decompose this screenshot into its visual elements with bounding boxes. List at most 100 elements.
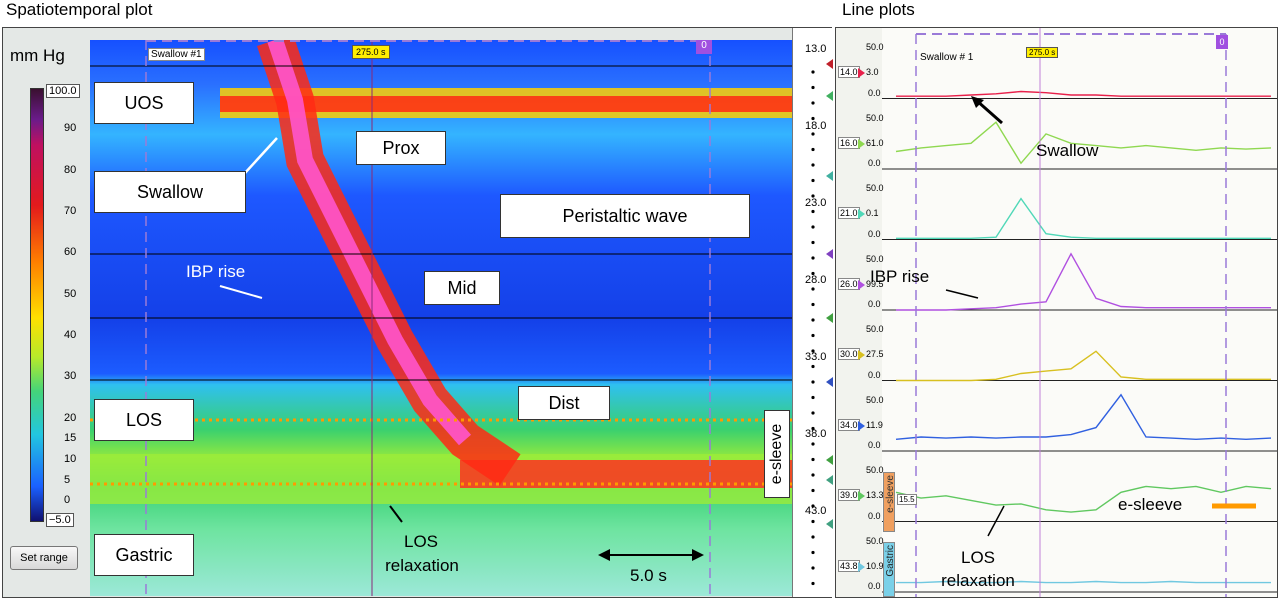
depth-dots <box>811 70 815 586</box>
depth-marker[interactable] <box>826 59 833 69</box>
depth-marker[interactable] <box>826 171 833 181</box>
depth-dot <box>811 271 815 276</box>
depth-dot <box>811 240 815 245</box>
depth-dot <box>811 101 815 105</box>
depth-marker[interactable] <box>826 91 833 101</box>
channel-series[interactable] <box>896 580 1271 584</box>
depth-marker[interactable] <box>826 377 833 387</box>
depth-dot <box>811 550 815 555</box>
colorbar-tick: 90 <box>64 122 77 135</box>
depth-dot <box>811 473 815 477</box>
channel-series[interactable] <box>896 197 1271 240</box>
lp-event-box[interactable]: 0 <box>1216 35 1228 49</box>
colorbar-min-label[interactable]: −5.0 <box>46 513 74 527</box>
lp-esleeve-legend: e-sleeve <box>1118 495 1183 514</box>
depth-label: 43.0 <box>805 505 827 517</box>
esleeve-label: e-sleeve <box>764 410 790 498</box>
lp-swallow-arrow-head <box>971 96 984 108</box>
depth-label: 33.0 <box>805 351 827 363</box>
depth-marker[interactable] <box>826 249 833 259</box>
dist-label: Dist <box>518 386 610 420</box>
depth-label: 38.0 <box>805 428 827 440</box>
channel-value: 10.9 <box>866 560 884 571</box>
depth-dot <box>811 70 815 74</box>
scale-bar-left-head <box>598 549 610 561</box>
depth-dot <box>811 519 815 524</box>
depth-dot <box>811 442 815 446</box>
channel-value: 0.1 <box>866 208 879 218</box>
channel-color-marker <box>858 350 865 360</box>
ibp-label: IBP rise <box>186 262 246 281</box>
channel-color-marker <box>858 138 865 149</box>
lp-time-marker[interactable]: 275.0 s <box>1026 47 1059 58</box>
channel-scale-top: 50.0 <box>866 42 884 52</box>
channel-value: 13.3 <box>866 490 884 500</box>
lineplots-bg <box>882 28 1277 597</box>
lp-los-label-2: relaxation <box>941 571 1015 590</box>
peristaltic-wave-core <box>267 40 472 446</box>
depth-label: 18.0 <box>805 120 827 132</box>
lineplots[interactable]: Swallow # 1 275.0 s 0 50.0 0.0 14.0 3.0 50.0… <box>836 28 1277 597</box>
swallow-marker[interactable]: Swallow #1 <box>148 48 205 61</box>
channel-series[interactable] <box>895 485 1272 513</box>
depth-dot <box>811 225 815 229</box>
heatmap-svg <box>90 40 792 596</box>
depth-dot <box>811 287 815 291</box>
depth-dot <box>811 457 815 462</box>
peristaltic-label: Peristaltic wave <box>500 194 750 238</box>
channel-series[interactable] <box>896 350 1271 382</box>
channel-depth: 16.0 <box>838 136 860 149</box>
depth-label: 13.0 <box>805 43 827 55</box>
swallow-label: Swallow <box>94 171 246 213</box>
depth-dot <box>811 256 815 260</box>
colorbar-max-label[interactable]: 100.0 <box>46 84 80 98</box>
lp-los-label-1: LOS <box>960 548 996 567</box>
depth-label: 28.0 <box>805 274 827 286</box>
colorbar[interactable] <box>30 88 44 522</box>
channel-color-marker <box>858 209 865 219</box>
time-marker[interactable]: 275.0 s <box>352 45 390 59</box>
channel-scale-bottom: 0.0 <box>868 510 881 521</box>
lp-ibp-arrow <box>945 289 979 299</box>
depth-dot <box>811 147 815 152</box>
lp-swallow-marker[interactable]: Swallow # 1 <box>920 52 974 63</box>
los-label: LOS <box>94 399 194 441</box>
channel-series[interactable] <box>895 121 1272 165</box>
colorbar-tick: 40 <box>64 329 77 341</box>
channel-series[interactable] <box>896 252 1271 311</box>
depth-svg <box>811 59 833 586</box>
colorbar-tick: 15 <box>64 432 77 445</box>
depth-marker[interactable] <box>826 313 833 323</box>
channel-scale-bottom: 0.0 <box>868 228 881 239</box>
depth-marker[interactable] <box>826 455 833 465</box>
depth-dot <box>811 302 815 307</box>
lineplots-series <box>895 90 1272 584</box>
colorbar-units: mm Hg <box>10 46 65 65</box>
esleeve-tag: e-sleeve <box>883 472 896 532</box>
depth-dot <box>811 426 815 431</box>
depth-dot <box>811 581 815 586</box>
spatiotemporal-heatmap[interactable]: Swallow #1 275.0 s 0 UOS LOS Gastric Swa… <box>90 40 792 596</box>
depth-label: 23.0 <box>805 197 827 209</box>
event-box[interactable]: 0 <box>696 40 712 54</box>
channel-value: 99.5 <box>866 278 884 289</box>
channel-series[interactable] <box>895 393 1272 441</box>
depth-markers <box>826 59 833 529</box>
channel-value: 61.0 <box>866 137 884 148</box>
channel-scale-bottom: 0.0 <box>868 299 881 309</box>
depth-marker[interactable] <box>826 475 833 485</box>
set-range-button[interactable]: Set range <box>10 546 78 570</box>
depth-marker[interactable] <box>826 519 833 529</box>
depth-dot <box>811 132 815 136</box>
channel-value: 3.0 <box>866 67 879 77</box>
channel-series[interactable] <box>896 90 1271 97</box>
ibp-arrow <box>219 285 263 299</box>
mid-label: Mid <box>424 271 500 305</box>
gastric-tag-text: Gastric <box>885 545 896 577</box>
channel-scale-top: 50.0 <box>866 253 884 264</box>
channel-color-marker <box>858 279 865 290</box>
channel-color-marker <box>858 491 865 501</box>
uos-band-core <box>220 96 792 112</box>
channel-depth: 21.0 <box>838 207 860 219</box>
colorbar-tick: 80 <box>64 163 77 176</box>
